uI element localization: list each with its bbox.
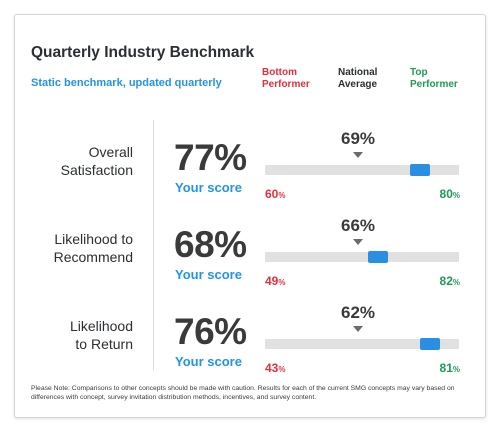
your-score-marker [419, 338, 440, 350]
metric-row-overall-satisfaction: Overall Satisfaction 77% Your score 69% … [0, 129, 500, 228]
metric-score: 68% [174, 224, 247, 265]
your-score-label: Your score [175, 354, 242, 369]
bottom-performer-value: 43% [265, 361, 286, 375]
top-performer-value: 80% [439, 187, 460, 201]
benchmark-track [265, 252, 459, 262]
top-performer-value: 82% [439, 274, 460, 288]
column-header-top-performer: Top Performer [410, 67, 458, 90]
national-average-arrow-icon [353, 239, 363, 245]
metric-row-likelihood-to-recommend: Likelihood to Recommend 68% Your score 6… [0, 216, 500, 315]
benchmark-track [265, 165, 459, 175]
your-score-marker [410, 164, 431, 176]
your-score-label: Your score [175, 267, 242, 282]
metric-label: Likelihood to Return [69, 318, 133, 352]
benchmark-card [14, 14, 486, 418]
page-title: Quarterly Industry Benchmark [31, 44, 255, 61]
top-performer-value: 81% [439, 361, 460, 375]
metric-label: Overall Satisfaction [60, 144, 133, 178]
metric-score: 77% [174, 137, 247, 178]
your-score-marker [367, 251, 388, 263]
footnote: Please Note: Comparisons to other concep… [31, 385, 455, 401]
metric-row-likelihood-to-return: Likelihood to Return 76% Your score 62% … [0, 303, 500, 402]
national-average-value: 62% [340, 303, 376, 322]
national-average-value: 69% [340, 129, 376, 148]
metric-score: 76% [174, 311, 247, 352]
column-header-national-average: National Average [338, 67, 378, 90]
national-average-arrow-icon [353, 152, 363, 158]
national-average-arrow-icon [353, 326, 363, 332]
vertical-divider [153, 120, 154, 370]
metric-label: Likelihood to Recommend [53, 231, 133, 265]
bottom-performer-value: 49% [265, 274, 286, 288]
column-header-bottom-performer: Bottom Performer [262, 67, 310, 90]
page-subtitle: Static benchmark, updated quarterly [31, 77, 222, 89]
your-score-label: Your score [175, 180, 242, 195]
national-average-value: 66% [340, 216, 376, 235]
bottom-performer-value: 60% [265, 187, 286, 201]
benchmark-track [265, 339, 459, 349]
